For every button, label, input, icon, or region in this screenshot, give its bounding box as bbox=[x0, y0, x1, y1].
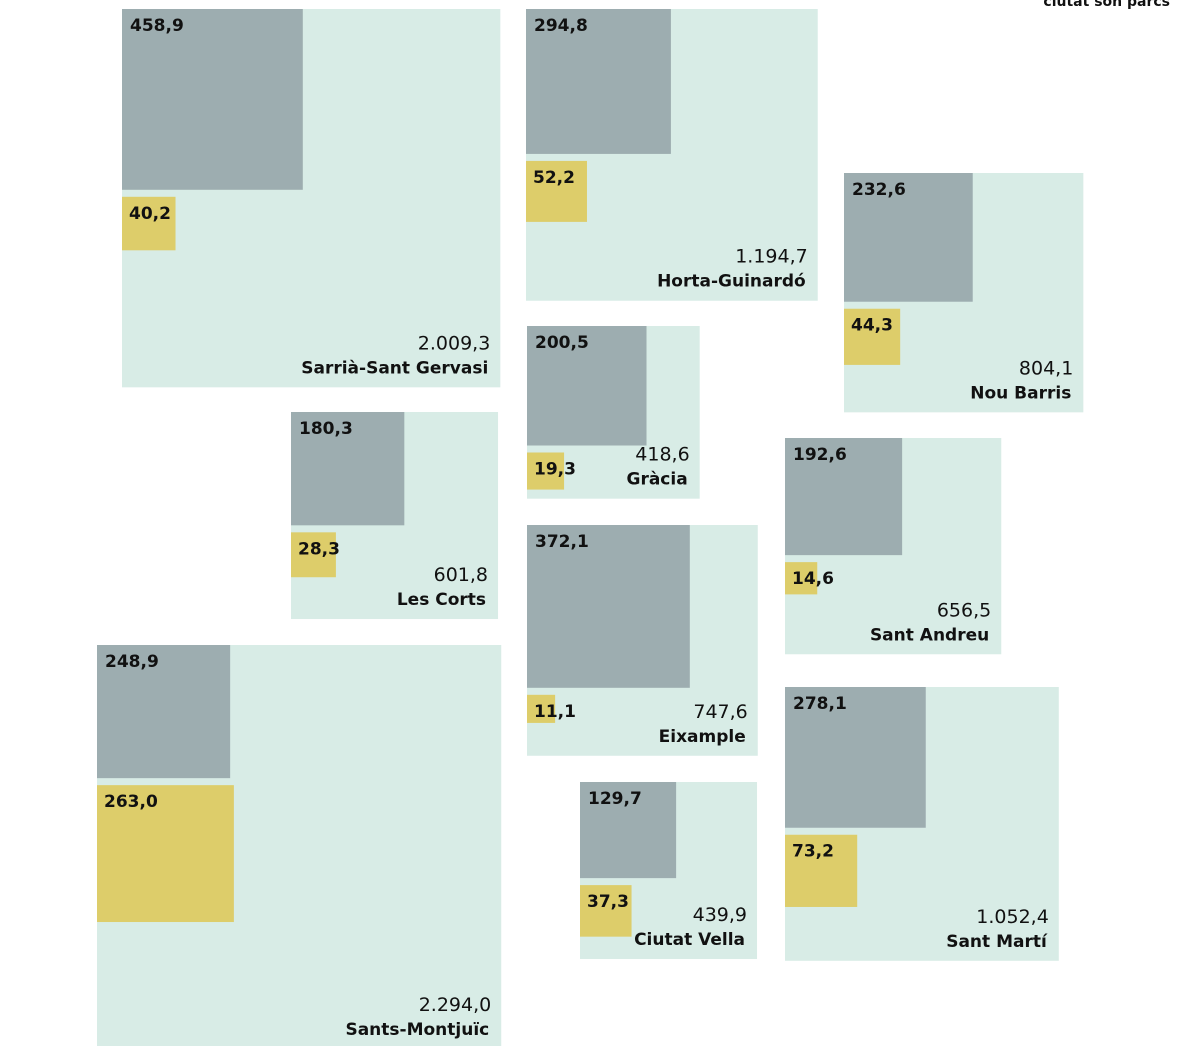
district-name: Sants-Montjuïc bbox=[345, 1020, 489, 1040]
yellow-label: 11,1 bbox=[534, 702, 576, 722]
district-name: Sarrià-Sant Gervasi bbox=[301, 358, 488, 378]
grey-square bbox=[291, 412, 405, 526]
yellow-square bbox=[122, 196, 176, 251]
grey-label: 200,5 bbox=[535, 333, 589, 353]
grey-square bbox=[527, 525, 690, 688]
grey-label: 129,7 bbox=[588, 789, 642, 809]
yellow-label: 14,6 bbox=[792, 569, 834, 589]
grey-square bbox=[785, 438, 903, 556]
grey-label: 458,9 bbox=[130, 16, 184, 36]
yellow-square bbox=[580, 885, 632, 937]
grey-label: 372,1 bbox=[535, 532, 589, 552]
grey-square bbox=[122, 9, 303, 190]
yellow-square bbox=[527, 694, 556, 723]
total-label: 2.294,0 bbox=[419, 994, 492, 1016]
total-label: 601,8 bbox=[434, 564, 488, 586]
grey-square bbox=[97, 645, 231, 779]
total-label: 2.009,3 bbox=[418, 332, 491, 354]
yellow-label: 44,3 bbox=[851, 316, 893, 336]
grey-label: 180,3 bbox=[299, 419, 353, 439]
total-label: 1.194,7 bbox=[735, 246, 808, 268]
district-name: Sant Andreu bbox=[870, 625, 989, 645]
district-name: Sant Martí bbox=[946, 932, 1048, 952]
grey-square bbox=[580, 782, 677, 879]
grey-label: 294,8 bbox=[534, 16, 588, 36]
total-label: 418,6 bbox=[635, 444, 689, 466]
district-name: Horta-Guinardó bbox=[657, 272, 806, 292]
district-name: Les Corts bbox=[397, 590, 486, 610]
district-name: Eixample bbox=[659, 727, 746, 747]
district-name: Nou Barris bbox=[970, 383, 1071, 403]
yellow-square bbox=[97, 785, 234, 923]
grey-square bbox=[526, 9, 671, 154]
total-label: 804,1 bbox=[1019, 357, 1073, 379]
grey-label: 192,6 bbox=[793, 445, 847, 465]
yellow-square bbox=[785, 562, 818, 595]
grey-square bbox=[844, 173, 973, 302]
total-label: 656,5 bbox=[937, 599, 991, 621]
yellow-label: 37,3 bbox=[587, 892, 629, 912]
grey-label: 232,6 bbox=[852, 180, 906, 200]
total-label: 439,9 bbox=[693, 904, 747, 926]
yellow-square bbox=[291, 532, 336, 578]
note: ciutat són parcs bbox=[1043, 0, 1170, 10]
grey-label: 278,1 bbox=[793, 694, 847, 714]
grey-square bbox=[527, 326, 647, 446]
yellow-label: 73,2 bbox=[792, 842, 834, 862]
yellow-square bbox=[526, 160, 587, 222]
yellow-label: 263,0 bbox=[104, 792, 158, 812]
yellow-square bbox=[785, 834, 858, 907]
yellow-label: 40,2 bbox=[129, 204, 171, 224]
yellow-label: 28,3 bbox=[298, 539, 340, 559]
grey-label: 248,9 bbox=[105, 652, 159, 672]
yellow-label: 19,3 bbox=[534, 460, 576, 480]
total-label: 747,6 bbox=[693, 701, 747, 723]
yellow-square bbox=[527, 452, 565, 490]
grey-square bbox=[785, 687, 926, 828]
district-name: Gràcia bbox=[626, 470, 687, 490]
district-name: Ciutat Vella bbox=[634, 930, 745, 950]
total-label: 1.052,4 bbox=[976, 906, 1049, 928]
yellow-label: 52,2 bbox=[533, 168, 575, 188]
yellow-square bbox=[844, 308, 901, 365]
